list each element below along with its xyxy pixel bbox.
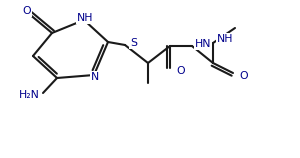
Text: O: O xyxy=(23,6,31,16)
Text: O: O xyxy=(176,66,184,76)
Text: HN: HN xyxy=(195,39,211,49)
Text: S: S xyxy=(130,38,137,48)
Text: NH: NH xyxy=(77,13,93,23)
Text: H₂N: H₂N xyxy=(19,90,40,100)
Text: N: N xyxy=(91,72,99,82)
Text: NH: NH xyxy=(217,34,233,44)
Text: O: O xyxy=(239,71,248,81)
